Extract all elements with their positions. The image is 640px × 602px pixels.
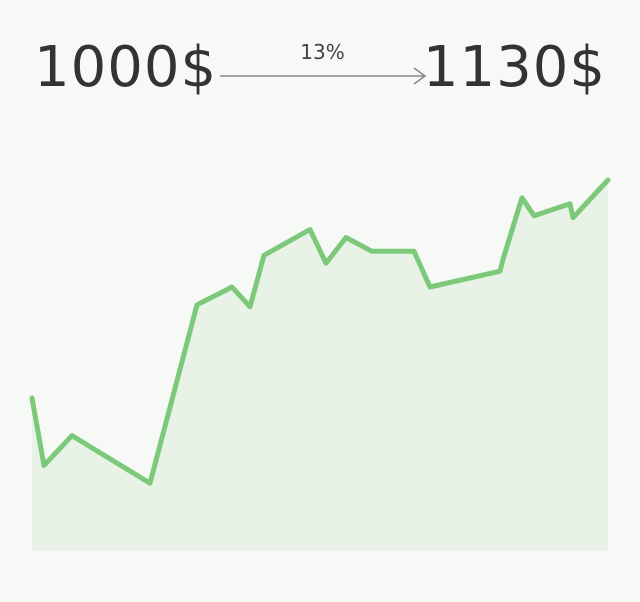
- arrow-right-icon: [220, 67, 427, 85]
- end-amount: 1130$: [422, 35, 606, 100]
- growth-rate-label: 13%: [300, 40, 345, 64]
- series-line: [29, 177, 611, 486]
- area-fill: [32, 180, 608, 551]
- start-amount: 1000$: [34, 35, 218, 100]
